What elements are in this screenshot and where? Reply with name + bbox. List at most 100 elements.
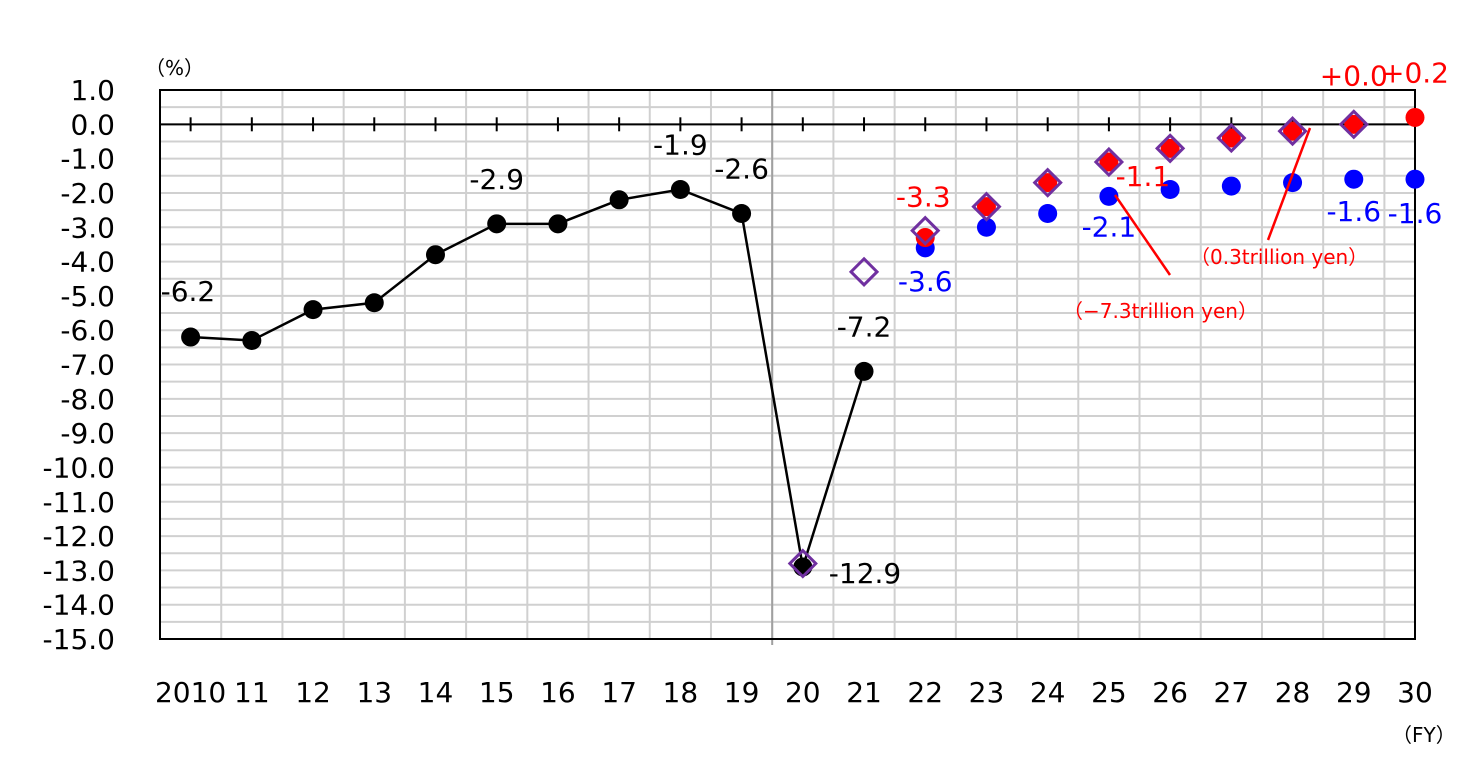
data-point bbox=[1160, 138, 1180, 158]
x-tick-label: 19 bbox=[724, 676, 760, 709]
y-tick-label: -11.0 bbox=[43, 486, 115, 519]
annotation-label: （0.3trillion yen） bbox=[1190, 245, 1368, 269]
x-tick-label: 12 bbox=[295, 676, 331, 709]
data-label: +0.2 bbox=[1381, 56, 1449, 89]
data-point bbox=[976, 197, 996, 217]
plot-frame bbox=[159, 89, 1416, 640]
y-tick-label: -9.0 bbox=[60, 417, 115, 450]
y-tick-label: 0.0 bbox=[70, 108, 115, 141]
data-point bbox=[1283, 121, 1303, 141]
x-tick-label: 25 bbox=[1091, 676, 1127, 709]
y-tick-label: -1.0 bbox=[60, 143, 115, 176]
data-point-diamond bbox=[1216, 122, 1247, 154]
data-point bbox=[915, 228, 935, 248]
x-tick-label: 30 bbox=[1397, 676, 1433, 709]
x-tick-label: 17 bbox=[601, 676, 637, 709]
x-tick-label: 24 bbox=[1030, 676, 1066, 709]
data-point bbox=[1099, 152, 1119, 172]
data-label: -2.9 bbox=[469, 163, 524, 196]
x-tick-label: 29 bbox=[1336, 676, 1372, 709]
x-tick-label: 14 bbox=[418, 676, 454, 709]
data-point bbox=[1344, 114, 1364, 134]
data-point bbox=[364, 293, 384, 313]
y-tick-label: -2.0 bbox=[60, 177, 115, 210]
data-label: -3.3 bbox=[896, 181, 951, 214]
data-point-diamond bbox=[971, 191, 1002, 222]
x-tick-label: 26 bbox=[1152, 676, 1188, 709]
data-point bbox=[1221, 176, 1241, 196]
data-label: -1.6 bbox=[1326, 195, 1381, 228]
y-tick-label: -10.0 bbox=[43, 451, 115, 484]
data-labels: -6.2 -2.9 -1.9-2.6 -7.2 -12.9 -3.3 -3.6 -2.1 -1.… bbox=[161, 56, 1449, 589]
data-label: -1.9 bbox=[653, 129, 708, 162]
x-tick-label: 2010 bbox=[155, 676, 226, 709]
y-tick-label: -4.0 bbox=[60, 246, 115, 279]
data-point bbox=[303, 300, 323, 320]
data-point bbox=[732, 204, 752, 224]
y-tick-label: -7.0 bbox=[60, 349, 115, 382]
data-point bbox=[181, 327, 201, 347]
y-tick-label: -15.0 bbox=[43, 623, 115, 656]
data-point bbox=[242, 330, 262, 350]
data-point bbox=[1160, 180, 1180, 200]
data-point-diamond bbox=[1154, 133, 1186, 164]
x-tick-label: 28 bbox=[1275, 676, 1311, 709]
data-point bbox=[1405, 107, 1425, 127]
x-tick-label: 18 bbox=[663, 676, 699, 709]
data-label: -1.6 bbox=[1388, 197, 1443, 230]
x-tick-label: 27 bbox=[1214, 676, 1250, 709]
series-marks bbox=[181, 107, 1425, 579]
annotation-label: （−7.3trillion yen） bbox=[1063, 299, 1258, 323]
x-tick-label: 23 bbox=[969, 676, 1005, 709]
data-label: -12.9 bbox=[829, 557, 901, 590]
y-tick-label: -8.0 bbox=[60, 383, 115, 416]
data-point bbox=[670, 180, 690, 200]
data-point bbox=[793, 557, 813, 577]
y-tick-label: -14.0 bbox=[43, 589, 115, 622]
x-tick-label: 22 bbox=[907, 676, 943, 709]
data-point bbox=[487, 214, 507, 234]
x-unit-label: （FY） bbox=[1392, 723, 1456, 747]
data-point bbox=[1344, 169, 1364, 189]
x-tick-label: 20 bbox=[785, 676, 821, 709]
y-tick-label: -3.0 bbox=[60, 211, 115, 244]
data-point bbox=[1405, 169, 1425, 189]
y-tick-label: -6.0 bbox=[60, 314, 115, 347]
data-point bbox=[609, 190, 629, 210]
data-point-diamond bbox=[848, 256, 880, 287]
data-label: -6.2 bbox=[161, 275, 216, 308]
data-point-diamond bbox=[1338, 109, 1369, 140]
data-label: -1.1 bbox=[1116, 160, 1171, 193]
annotation-leader-line bbox=[1266, 127, 1312, 241]
x-tick-label: 21 bbox=[846, 676, 882, 709]
data-point bbox=[976, 217, 996, 237]
data-point bbox=[1099, 186, 1119, 206]
data-point bbox=[1221, 128, 1241, 148]
y-tick-label: -5.0 bbox=[60, 280, 115, 313]
x-tick-label: 13 bbox=[356, 676, 392, 709]
data-label: -7.2 bbox=[837, 310, 892, 343]
data-point bbox=[1038, 204, 1058, 224]
data-point-diamond bbox=[1032, 167, 1063, 198]
data-label: -2.1 bbox=[1082, 210, 1137, 243]
series-line bbox=[190, 188, 866, 568]
axes: 1.00.0-1.0-2.0-3.0-4.0-5.0-6.0-7.0-8.0-9… bbox=[43, 74, 1433, 709]
data-label: -3.6 bbox=[898, 265, 953, 298]
data-point bbox=[425, 245, 445, 265]
y-tick-label: 1.0 bbox=[70, 74, 115, 107]
data-point-diamond bbox=[1277, 116, 1308, 147]
data-point bbox=[1038, 173, 1058, 193]
data-point-diamond bbox=[1093, 146, 1125, 178]
data-point bbox=[854, 361, 874, 381]
data-point-diamond bbox=[910, 215, 941, 246]
x-tick-label: 11 bbox=[234, 676, 270, 709]
annotation-leader-line bbox=[1113, 194, 1172, 276]
data-label: -2.6 bbox=[714, 153, 769, 186]
data-label: +0.0 bbox=[1320, 59, 1388, 92]
grid-lines bbox=[160, 89, 1415, 640]
data-point-diamond bbox=[787, 548, 818, 579]
y-tick-label: -13.0 bbox=[43, 554, 115, 587]
y-tick-label: -12.0 bbox=[43, 520, 115, 553]
data-point bbox=[548, 214, 568, 234]
